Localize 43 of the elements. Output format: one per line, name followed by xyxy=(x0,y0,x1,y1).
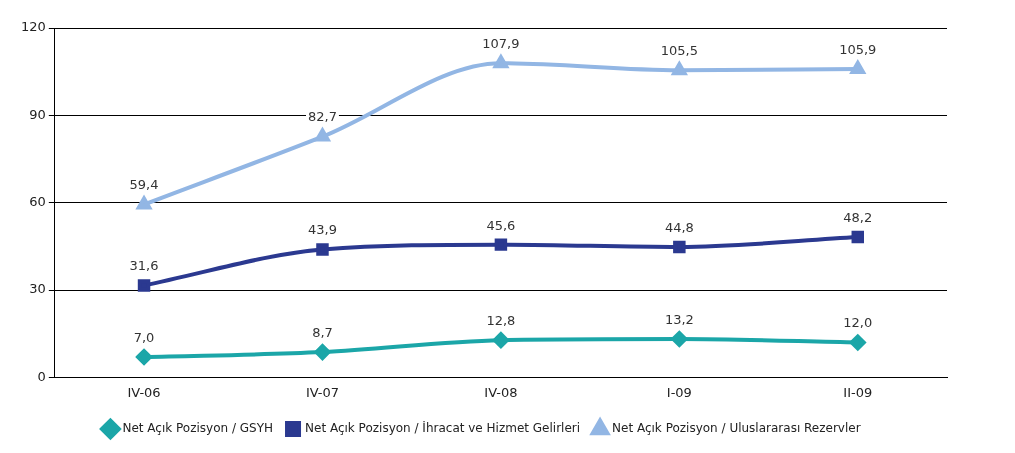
point xyxy=(672,62,687,76)
data-label: 13,2 xyxy=(664,311,694,327)
legend-label: Net Açık Pozisyon / Uluslararası Rezervler xyxy=(612,421,861,436)
y-tick-label: 0 xyxy=(37,368,46,384)
y-tick-label: 30 xyxy=(29,281,46,297)
legend-label: Net Açık Pozisyon / GSYH xyxy=(122,421,274,436)
data-label: 43,9 xyxy=(307,222,337,238)
point xyxy=(494,238,508,251)
point xyxy=(671,330,688,347)
x-tick-label: II-09 xyxy=(843,384,873,400)
point xyxy=(314,344,331,361)
data-label: 12,0 xyxy=(843,315,873,331)
point xyxy=(492,332,509,349)
point xyxy=(851,230,865,244)
x-tick-label: IV-06 xyxy=(127,384,161,400)
x-tick-label: IV-08 xyxy=(484,384,518,400)
point xyxy=(850,61,865,75)
y-tick-label: 90 xyxy=(29,106,46,122)
x-tick-label: IV-07 xyxy=(305,384,340,400)
legend-label: Net Açık Pozisyon / İhracat ve Hizmet Gelirleri xyxy=(305,420,581,436)
data-label: 7,0 xyxy=(133,329,155,345)
data-label: 8,7 xyxy=(312,324,333,340)
point xyxy=(673,240,686,254)
point xyxy=(136,196,152,210)
point xyxy=(849,334,866,351)
data-label: 59,4 xyxy=(129,177,159,193)
point xyxy=(315,126,331,142)
point xyxy=(493,55,509,69)
y-tick-label: 120 xyxy=(20,19,46,35)
data-label: 105,5 xyxy=(660,43,698,59)
data-label: 45,6 xyxy=(486,217,516,233)
point xyxy=(136,349,153,366)
data-label: 107,9 xyxy=(482,36,520,52)
point xyxy=(316,243,329,256)
data-label: 31,6 xyxy=(129,258,159,274)
data-label: 12,8 xyxy=(486,313,516,329)
y-tick-label: 60 xyxy=(29,194,46,210)
data-label: 48,2 xyxy=(843,209,873,225)
x-tick-label: I-09 xyxy=(666,384,692,400)
data-label: 105,9 xyxy=(839,41,877,57)
data-label: 82,7 xyxy=(307,109,337,125)
data-label: 44,8 xyxy=(664,219,694,235)
point xyxy=(137,279,151,292)
